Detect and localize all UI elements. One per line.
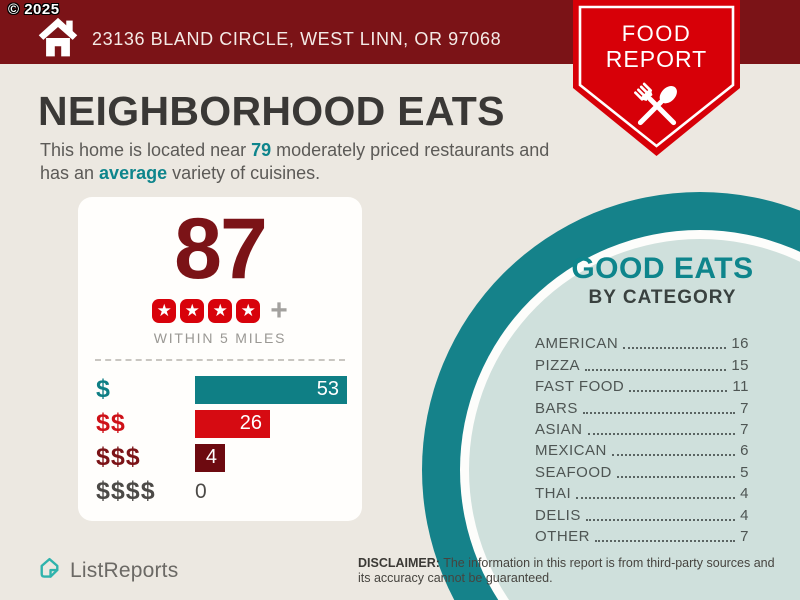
property-address: 23136 BLAND CIRCLE, WEST LINN, OR 97068	[92, 29, 502, 49]
star-icon: ★	[152, 298, 177, 323]
bar-row: $$ 26	[96, 409, 347, 438]
dashed-divider	[95, 358, 345, 361]
category-label: ASIAN	[535, 420, 583, 438]
bar-fill: 4	[195, 443, 225, 472]
bar-zero-value: 0	[195, 479, 207, 503]
bar-track: 53	[195, 375, 347, 404]
category-count: 6	[740, 442, 749, 460]
price-tier-label: $$$	[96, 443, 141, 472]
dotted-leader	[629, 390, 728, 393]
bar-track: 26	[195, 409, 347, 438]
listreports-logo-icon	[36, 555, 63, 587]
intro-post: variety of cuisines.	[167, 163, 321, 183]
category-count: 15	[731, 356, 749, 374]
food-report-badge: FOOD REPORT	[573, 0, 740, 156]
good-eats-circle	[422, 192, 800, 600]
category-row: FAST FOOD 11	[535, 376, 749, 397]
good-eats-header: GOOD EATS BY CATEGORY	[540, 252, 785, 309]
intro-pre: This home is located near	[40, 140, 252, 160]
price-tier-bar-chart: $53 $$ 26 $$$ 4 $$$$ 0	[78, 375, 362, 506]
category-label: BARS	[535, 399, 578, 417]
category-row: PIZZA 15	[535, 354, 749, 375]
spoon-fork-icon	[627, 76, 687, 143]
copyright-text: © 2025	[8, 1, 60, 18]
category-count: 7	[740, 527, 749, 545]
category-row: ASIAN 7	[535, 419, 749, 440]
radius-label: WITHIN 5 MILES	[153, 329, 287, 346]
star-icon: ★	[236, 298, 261, 323]
price-tier-label: $$	[96, 409, 126, 438]
bar-fill: 53	[195, 375, 347, 404]
badge-title-line1: FOOD	[621, 21, 692, 46]
disclaimer-label: DISCLAIMER:	[358, 556, 440, 570]
intro-mid: moderately priced restaurants and has an	[40, 140, 550, 183]
bar-row: $53	[96, 375, 347, 404]
category-count: 7	[740, 420, 749, 438]
category-label: DELIS	[535, 506, 581, 524]
variety-highlight: average	[99, 163, 168, 183]
restaurant-score: 87	[174, 201, 268, 297]
category-count: 5	[740, 463, 749, 481]
disclaimer-text: DISCLAIMER: The information in this repo…	[358, 556, 782, 586]
dotted-leader	[623, 347, 727, 350]
category-label: FAST FOOD	[535, 378, 625, 396]
dotted-leader	[585, 368, 727, 371]
category-row: THAI 4	[535, 483, 749, 504]
category-count: 16	[731, 335, 749, 353]
badge-ribbon-shape	[573, 0, 740, 156]
category-label: THAI	[535, 485, 572, 503]
good-eats-subtitle: BY CATEGORY	[588, 287, 737, 308]
category-row: SEAFOOD 5	[535, 461, 749, 482]
star-icon: ★	[180, 298, 205, 323]
listreports-brand: ListReports	[36, 555, 178, 587]
plus-sign: +	[270, 293, 288, 327]
disclaimer-body: The information in this report is from t…	[358, 556, 775, 585]
category-label: MEXICAN	[535, 442, 607, 460]
star-rating: ★ ★ ★ ★ +	[78, 293, 362, 327]
category-label: OTHER	[535, 527, 590, 545]
category-row: BARS 7	[535, 397, 749, 418]
dotted-leader	[616, 475, 736, 478]
price-tier-label: $	[96, 375, 111, 404]
bar-row: $$$ 4	[96, 443, 347, 472]
bar-track: 4	[195, 443, 347, 472]
category-row: DELIS 4	[535, 504, 749, 525]
dotted-leader	[582, 411, 736, 414]
category-label: PIZZA	[535, 356, 581, 374]
category-row: AMERICAN 16	[535, 333, 749, 354]
dotted-leader	[576, 497, 736, 500]
brand-name: ListReports	[70, 559, 179, 582]
price-tier-label: $$$$	[96, 477, 156, 506]
star-icon: ★	[208, 298, 233, 323]
badge-title: FOOD REPORT	[573, 21, 740, 72]
bar-row: $$$$ 0	[96, 477, 347, 506]
category-count: 4	[740, 485, 749, 503]
category-count: 11	[732, 378, 749, 396]
good-eats-title: GOOD EATS	[571, 252, 754, 285]
category-row: MEXICAN 6	[535, 440, 749, 461]
category-count: 4	[740, 506, 749, 524]
category-label: SEAFOOD	[535, 463, 612, 481]
dotted-leader	[587, 432, 736, 435]
dotted-leader	[595, 539, 736, 542]
home-icon	[36, 16, 80, 65]
bar-track: 0	[195, 478, 347, 506]
page-title: NEIGHBORHOOD EATS	[38, 88, 505, 134]
dotted-leader	[585, 518, 736, 521]
category-row: OTHER 7	[535, 526, 749, 547]
restaurant-count: 79	[251, 140, 272, 160]
category-label: AMERICAN	[535, 335, 619, 353]
category-list: AMERICAN 16 PIZZA 15 FAST FOOD 11 BARS 7 ASIAN 7 M…	[535, 333, 749, 547]
score-card: 87 ★ ★ ★ ★ + WITHIN 5 MILES $53 $$ 26 $$$ 4 $$$$ 0	[78, 197, 362, 521]
category-count: 7	[740, 399, 749, 417]
badge-title-line2: REPORT	[605, 45, 708, 72]
dotted-leader	[611, 454, 736, 457]
bar-fill: 26	[195, 409, 270, 438]
intro-text: This home is located near 79 moderately …	[40, 139, 572, 185]
